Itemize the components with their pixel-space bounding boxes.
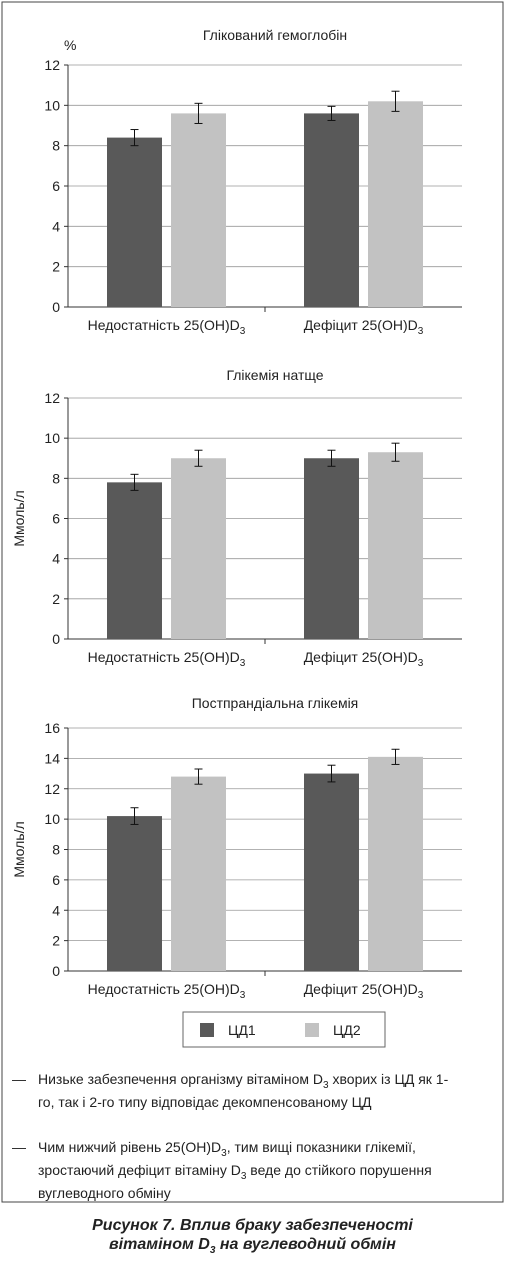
error-bar xyxy=(327,764,336,783)
error-bar xyxy=(391,748,400,765)
text-part: Дефіцит 25(OH)D xyxy=(304,317,418,333)
y-tick-label: 4 xyxy=(52,902,60,918)
y-tick-label: 14 xyxy=(44,750,60,766)
y-tick-label: 6 xyxy=(52,872,60,888)
note: — Чим нижчий рівень 25(OH)D3, тим вищі по… xyxy=(12,1139,452,1201)
error-bar xyxy=(194,768,203,785)
bar xyxy=(368,101,423,307)
y-tick-label: 0 xyxy=(52,963,60,979)
frame xyxy=(1,1,504,1203)
y-tick-label: 2 xyxy=(52,933,60,949)
rich-text: Дефіцит 25(OH)D3 xyxy=(304,317,424,337)
chart-title: Постпрандіальна глікемія xyxy=(192,695,359,711)
caption: Рисунок 7. Вплив браку забезпеченості ві… xyxy=(60,1216,445,1260)
subscript: 3 xyxy=(240,1170,247,1182)
bar xyxy=(171,458,226,639)
note: — Низьке забезпечення організму вітаміном… xyxy=(12,1071,452,1110)
chart-title: Глікемія натще xyxy=(226,367,323,383)
subscript: 3 xyxy=(418,658,424,669)
subscript: 3 xyxy=(418,990,424,1001)
rich-text: Недостатність 25(OH)D3 xyxy=(88,649,246,669)
y-tick-label: 0 xyxy=(52,299,60,315)
text-part: Низьке забезпечення організму вітаміном … xyxy=(38,1071,324,1087)
y-tick-label: 4 xyxy=(52,218,60,234)
text-part: Чим нижчий рівень 25(OH)D xyxy=(38,1139,222,1155)
error-bar xyxy=(327,449,336,467)
bar xyxy=(171,113,226,308)
text-part: , тим вищі показники глікемії, зростаючи… xyxy=(38,1139,416,1178)
text-part: Дефіцит 25(OH)D xyxy=(304,981,418,997)
legend-box xyxy=(182,1011,386,1048)
y-tick-label: 6 xyxy=(52,178,60,194)
subscript: 3 xyxy=(240,658,246,669)
error-bar xyxy=(391,90,400,112)
text-part: веде до стійкого порушення вуглеводного … xyxy=(38,1161,432,1201)
note-dash: — xyxy=(12,1071,26,1087)
bar xyxy=(107,137,162,307)
legend-label: ЦД1 xyxy=(228,1022,256,1038)
y-axis-label: % xyxy=(64,37,76,53)
rich-text: Дефіцит 25(OH)D3 xyxy=(304,981,424,1001)
y-axis-label: Ммоль/л xyxy=(11,821,27,877)
y-tick-label: 12 xyxy=(44,57,60,73)
y-tick-label: 8 xyxy=(52,842,60,858)
y-tick-label: 16 xyxy=(44,720,60,736)
text-part: Рисунок 7. Вплив браку забезпеченості ві… xyxy=(92,1217,413,1253)
y-tick-label: 10 xyxy=(44,811,60,827)
subscript: 3 xyxy=(418,326,424,337)
chart-title: Глікований гемоглобін xyxy=(203,27,347,43)
y-tick-label: 2 xyxy=(52,259,60,275)
subscript: 3 xyxy=(209,1245,216,1257)
y-tick-label: 2 xyxy=(52,591,60,607)
error-bar xyxy=(194,449,203,467)
text-part: Недостатність 25(OH)D xyxy=(88,317,240,333)
rich-text: Недостатність 25(OH)D3 xyxy=(88,317,246,337)
y-tick-label: 12 xyxy=(44,781,60,797)
error-bar xyxy=(194,102,203,124)
note-text: Низьке забезпечення організму вітаміном … xyxy=(38,1071,452,1110)
subscript: 3 xyxy=(240,326,246,337)
text-part: Дефіцит 25(OH)D xyxy=(304,649,418,665)
bar xyxy=(304,113,359,308)
legend-label: ЦД2 xyxy=(333,1022,361,1038)
bar xyxy=(107,482,162,639)
y-axis-label: Ммоль/л xyxy=(11,490,27,546)
y-tick-label: 8 xyxy=(52,470,60,486)
note-dash: — xyxy=(12,1139,26,1155)
bar xyxy=(304,773,359,971)
text-part: Недостатність 25(OH)D xyxy=(88,649,240,665)
text-part: хворих із ЦД як 1-го, так і 2-го типу ві… xyxy=(38,1071,449,1110)
error-bar xyxy=(391,442,400,462)
error-bar xyxy=(130,807,139,825)
error-bar xyxy=(130,473,139,491)
y-tick-label: 12 xyxy=(44,390,60,406)
y-tick-label: 4 xyxy=(52,551,60,567)
bar xyxy=(171,776,226,971)
bar xyxy=(368,756,423,971)
subscript: 3 xyxy=(221,1147,227,1159)
y-tick-label: 8 xyxy=(52,138,60,154)
legend-swatch xyxy=(200,1023,214,1037)
y-tick-label: 10 xyxy=(44,97,60,113)
rich-text: Дефіцит 25(OH)D3 xyxy=(304,649,424,669)
error-bar xyxy=(130,129,139,147)
y-tick-label: 6 xyxy=(52,511,60,527)
bar xyxy=(368,452,423,639)
bar xyxy=(107,816,162,971)
bar xyxy=(304,458,359,639)
y-tick-label: 10 xyxy=(44,430,60,446)
text-part: на вуглеводний обмін xyxy=(215,1236,396,1253)
y-tick-label: 0 xyxy=(52,631,60,647)
error-bar xyxy=(327,105,336,121)
legend-swatch xyxy=(305,1023,319,1037)
subscript: 3 xyxy=(323,1079,329,1091)
text-part: Недостатність 25(OH)D xyxy=(88,981,240,997)
rich-text: Недостатність 25(OH)D3 xyxy=(88,981,246,1001)
subscript: 3 xyxy=(240,990,246,1001)
note-text: Чим нижчий рівень 25(OH)D3, тим вищі пок… xyxy=(38,1139,452,1201)
